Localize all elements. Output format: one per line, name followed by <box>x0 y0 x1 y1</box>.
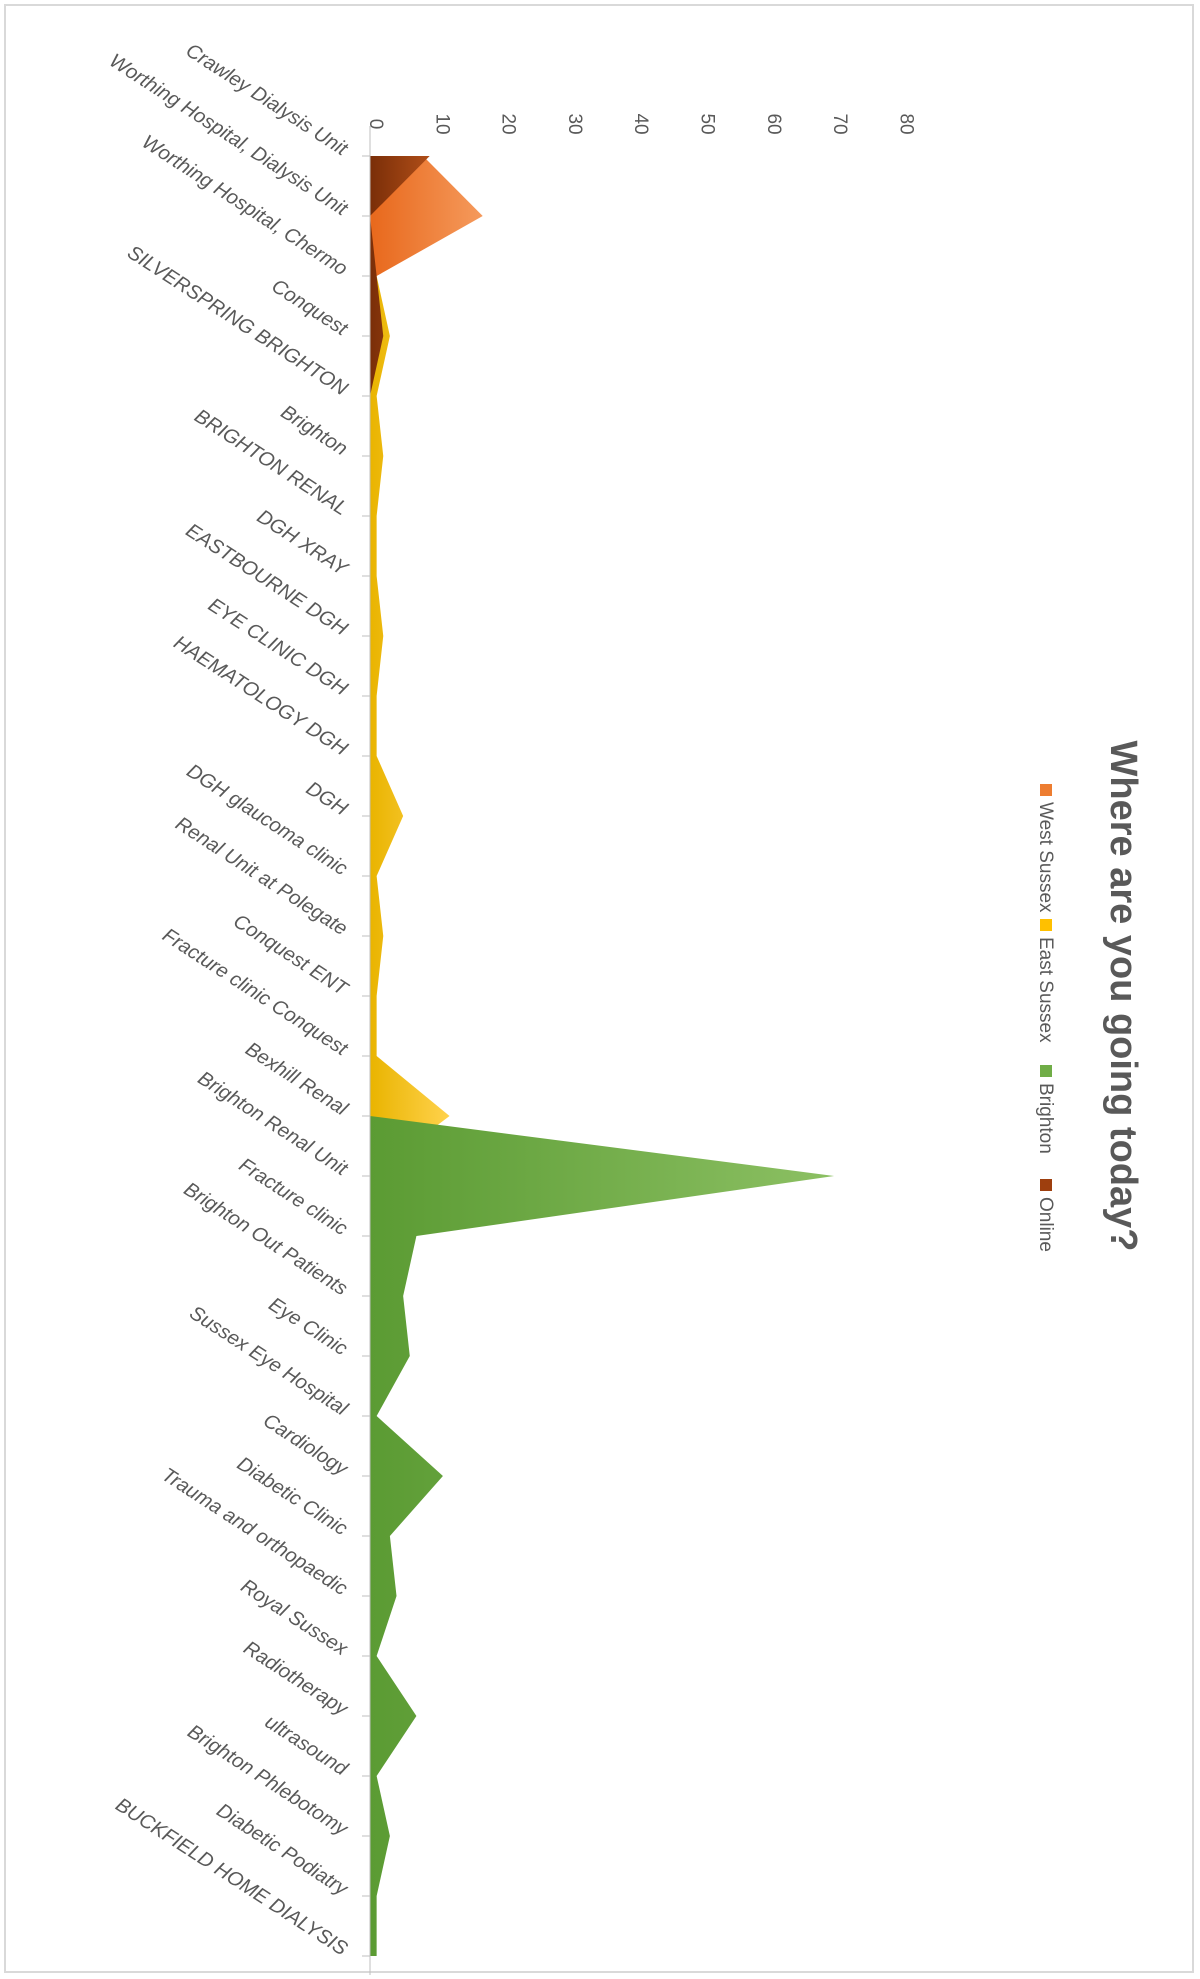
value-tick-label: 80 <box>895 113 916 134</box>
value-tick-label: 0 <box>365 119 386 130</box>
category-label: Sussex Eye Hospital <box>185 1302 351 1421</box>
category-label: Eye Clinic <box>265 1293 352 1360</box>
value-tick-label: 30 <box>564 113 585 134</box>
chart-title: Where are you going today? <box>1102 741 1144 1252</box>
value-tick-label: 70 <box>829 113 850 134</box>
value-tick-label: 50 <box>697 113 718 134</box>
series-area-online <box>370 156 430 396</box>
legend-item-online: Online <box>1035 1179 1056 1252</box>
legend-label: Brighton <box>1035 1083 1056 1154</box>
series-area-east-sussex <box>370 276 450 1176</box>
legend-swatch <box>1040 1179 1052 1191</box>
category-label: Brighton Out Patients <box>180 1178 351 1300</box>
legend-swatch <box>1040 784 1052 796</box>
category-label: ultrasound <box>261 1711 352 1781</box>
area-chart: 0 10 20 30 40 50 60 70 80 Crawley Dialysis UnitW… <box>105 39 1144 1975</box>
legend-label: Online <box>1035 1197 1056 1252</box>
category-label: EASTBOURNE DGH <box>182 519 352 640</box>
value-tick-label: 20 <box>498 113 519 134</box>
legend-item-east-sussex: East Sussex <box>1035 919 1056 1043</box>
value-tick-label: 10 <box>431 113 452 134</box>
category-label: Crawley Dialysis Unit <box>182 39 353 161</box>
category-label: Brighton Phlebotomy <box>184 1721 353 1841</box>
category-label: Renal Unit at Polegate <box>171 813 351 940</box>
legend-swatch <box>1040 1065 1052 1077</box>
series-area-brighton <box>370 1116 835 1956</box>
category-label: BRIGHTON RENAL <box>190 405 351 520</box>
legend-item-brighton: Brighton <box>1035 1065 1056 1154</box>
legend-item-west-sussex: West Sussex <box>1035 784 1056 913</box>
value-tick-label: 60 <box>763 113 784 134</box>
category-label: DGH <box>302 778 352 821</box>
category-label: Brighton <box>277 401 351 460</box>
legend-label: West Sussex <box>1035 802 1056 913</box>
chart-frame: 0 10 20 30 40 50 60 70 80 Crawley Dialysis Unit W… <box>4 4 1194 1975</box>
value-tick-label: 40 <box>630 113 651 134</box>
category-label: HAEMATOLOGY DGH <box>170 632 352 761</box>
legend: West Sussex East Sussex Brighton Online <box>1035 784 1056 1252</box>
category-label: Brighton Renal Unit <box>194 1067 353 1181</box>
plot-area <box>370 156 835 1956</box>
legend-label: East Sussex <box>1035 937 1056 1043</box>
value-axis: 0 10 20 30 40 50 60 70 80 <box>365 113 916 134</box>
legend-swatch <box>1040 919 1052 931</box>
category-label: Conquest <box>267 275 352 341</box>
category-label: DGH glaucoma clinic <box>183 760 352 880</box>
